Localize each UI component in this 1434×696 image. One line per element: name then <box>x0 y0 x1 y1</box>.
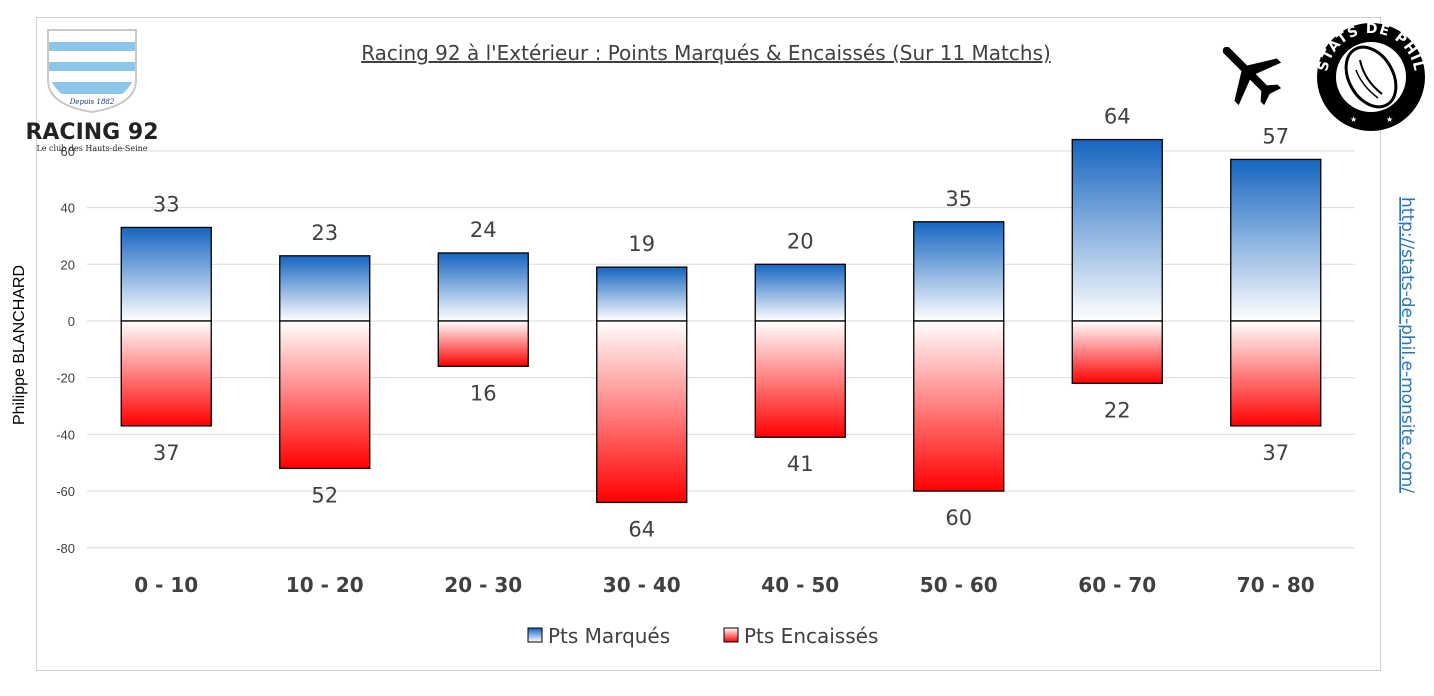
x-tick-label: 40 - 50 <box>761 573 839 597</box>
bar-encaisses <box>437 320 529 368</box>
logo-since: Depuis 1882 <box>69 98 115 106</box>
y-tick-label: 60 <box>61 144 75 159</box>
legend: Pts Marqués Pts Encaissés <box>527 624 878 648</box>
data-labels: 33 37 23 52 24 16 19 64 20 41 35 60 64 22 57 37 <box>153 105 1289 542</box>
legend-label-marques: Pts Marqués <box>548 624 670 648</box>
data-label-marques: 19 <box>628 232 655 256</box>
chart-title: Racing 92 à l'Extérieur : Points Marqués… <box>361 41 1051 65</box>
rugby-ball-icon <box>1344 45 1398 109</box>
data-label-encaisses: 16 <box>470 381 497 405</box>
bar-marques <box>1230 158 1322 322</box>
bar-encaisses <box>1230 320 1322 427</box>
logo-name: RACING 92 <box>25 120 158 145</box>
bar-marques <box>754 263 846 322</box>
y-axis-label: Philippe BLANCHARD <box>11 265 28 425</box>
x-tick-label: 50 - 60 <box>920 573 998 597</box>
data-label-encaisses: 64 <box>628 517 655 541</box>
stats-de-phil-badge: STATS DE PHIL ★ ★ <box>1315 21 1426 131</box>
logo-tagline: Le club des Hauts-de-Seine <box>36 144 147 153</box>
x-tick-label: 0 - 10 <box>134 573 198 597</box>
bar-encaisses <box>279 320 371 470</box>
bar-marques <box>1071 138 1163 322</box>
data-label-marques: 64 <box>1104 105 1131 129</box>
data-label-marques: 23 <box>311 221 338 245</box>
bar-marques <box>437 252 529 322</box>
y-tick-label: -20 <box>56 371 75 386</box>
data-label-encaisses: 52 <box>311 483 338 507</box>
data-label-marques: 20 <box>787 229 814 253</box>
svg-text:★: ★ <box>1386 115 1393 124</box>
legend-label-encaisses: Pts Encaissés <box>744 624 878 648</box>
data-label-encaisses: 41 <box>787 452 814 476</box>
bars <box>120 138 1322 504</box>
gridlines <box>87 150 1355 549</box>
data-label-encaisses: 37 <box>1262 441 1289 465</box>
data-label-encaisses: 37 <box>153 441 180 465</box>
y-axis-ticks: -80 -60 -40 -20 0 20 40 60 <box>56 144 75 556</box>
bar-encaisses <box>754 320 846 438</box>
airplane-icon <box>1222 46 1282 106</box>
x-tick-label: 70 - 80 <box>1237 573 1315 597</box>
bar-encaisses <box>1071 320 1163 385</box>
data-label-encaisses: 22 <box>1104 398 1131 422</box>
x-tick-label: 60 - 70 <box>1078 573 1156 597</box>
legend-swatch-marques <box>527 627 543 643</box>
y-tick-label: 20 <box>61 257 75 272</box>
data-label-marques: 33 <box>153 192 180 216</box>
data-label-marques: 57 <box>1262 124 1289 148</box>
data-label-marques: 35 <box>945 187 972 211</box>
x-tick-label: 20 - 30 <box>444 573 522 597</box>
bar-encaisses <box>596 320 688 504</box>
x-tick-label: 10 - 20 <box>286 573 364 597</box>
site-url-link[interactable]: http://stats-de-phil.e-monsite.com/ <box>1397 197 1417 493</box>
svg-text:★: ★ <box>1350 115 1357 124</box>
y-tick-label: -60 <box>56 484 75 499</box>
y-tick-label: -40 <box>56 427 75 442</box>
bar-marques <box>279 255 371 322</box>
y-tick-label: 0 <box>68 314 75 329</box>
bar-marques <box>596 266 688 322</box>
bar-encaisses <box>120 320 212 427</box>
data-label-encaisses: 60 <box>945 506 972 530</box>
bar-encaisses <box>913 320 1005 492</box>
bar-marques <box>120 226 212 322</box>
data-label-marques: 24 <box>470 218 497 242</box>
y-tick-label: -80 <box>56 541 75 556</box>
bar-marques <box>913 221 1005 322</box>
x-tick-label: 30 - 40 <box>603 573 681 597</box>
x-axis-ticks: 0 - 10 10 - 20 20 - 30 30 - 40 40 - 50 50 - 6… <box>134 573 1314 597</box>
y-tick-label: 40 <box>61 201 75 216</box>
racing92-logo: Depuis 1882 RACING 92 Le club des Hauts-… <box>25 29 159 153</box>
legend-swatch-encaisses <box>723 627 739 643</box>
